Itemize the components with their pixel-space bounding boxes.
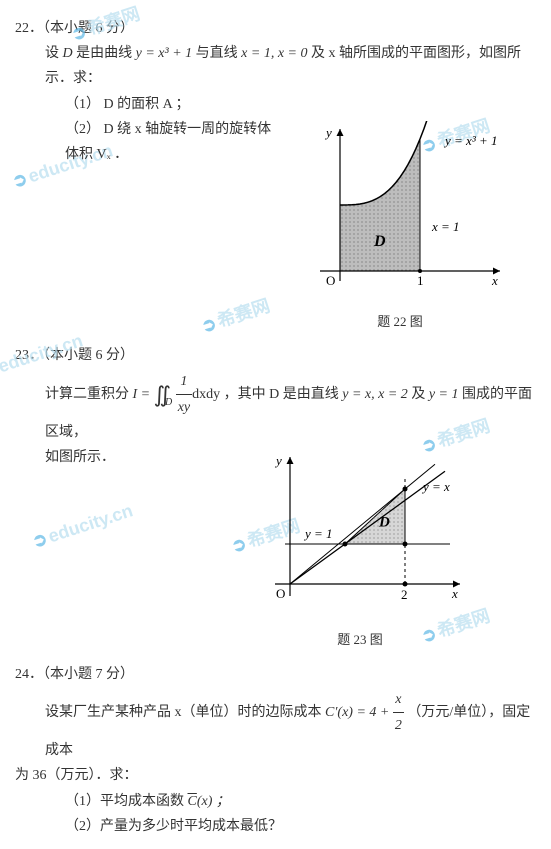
p23-Ilhs: I = — [133, 386, 151, 401]
problem-23-header: 23．（本小题 6 分） — [15, 343, 536, 368]
problem-24-body: 设某厂生产某种产品 x（单位）时的边际成本 C′(x) = 4 + x2 （万元… — [15, 687, 536, 764]
p24-points: （本小题 7 分） — [43, 667, 134, 682]
integral-region: D — [165, 397, 172, 408]
p24-sp: 设某厂生产某种产品 x（单位）时的边际成本 — [45, 705, 325, 720]
p24-stem: 设某厂生产某种产品 x（单位）时的边际成本 C′(x) = 4 + x2 （万元… — [45, 687, 536, 764]
problem-24-header: 24．（本小题 7 分） — [15, 662, 536, 687]
svg-text:y: y — [274, 453, 282, 468]
p23-integrand: 1xy — [176, 369, 192, 420]
cbar-icon: C — [188, 794, 197, 809]
p22-stem: 设 D 是由曲线 y = x³ + 1 与直线 x = 1, x = 0 及 x… — [45, 41, 536, 91]
p23-tail: 如图所示． — [45, 445, 125, 656]
p22-q1: （1） D 的面积 A ； — [45, 92, 536, 117]
p22-points: （本小题 6 分） — [43, 21, 134, 36]
figure-23: O 2 x y y = 1 y = x D 题 23 图 — [245, 449, 475, 652]
p24-fd: 2 — [393, 712, 404, 738]
svg-text:1: 1 — [417, 273, 424, 288]
problem-22-header: 22．（本小题 6 分） — [15, 16, 536, 41]
svg-text:2: 2 — [401, 587, 408, 602]
figure-22: 1 Ox y y = x³ + 1 x = 1 D 题 22 图 — [285, 121, 515, 334]
svg-text:y = 1: y = 1 — [303, 526, 333, 541]
p23-num: 1 — [176, 369, 192, 394]
svg-text:y = x: y = x — [421, 479, 450, 494]
svg-text:x: x — [491, 273, 498, 288]
p22-curve: y = x³ + 1 — [136, 46, 193, 61]
fig22-caption: 题 22 图 — [285, 310, 515, 333]
p23-dxdy: dxdy — [192, 386, 220, 401]
p23-lines: y = x, x = 2 — [342, 386, 408, 401]
p22-stem-m1: 是由曲线 — [73, 46, 136, 61]
p24-line2: 为 36（万元）．求： — [15, 763, 536, 788]
p24-number: 24． — [15, 667, 43, 682]
p24-q1-pre: （1）平均成本函数 — [65, 794, 188, 809]
p23-number: 23． — [15, 348, 43, 363]
problem-24-subs: （1）平均成本函数 C(x) ； （2）产量为多少时平均成本最低？ — [15, 789, 536, 839]
fig23-caption: 题 23 图 — [245, 628, 475, 651]
p22-line1: x = 1, x = 0 — [241, 46, 307, 61]
p23-points: （本小题 6 分） — [43, 348, 134, 363]
p22-D: D — [63, 46, 73, 61]
p22-stem-m2: 与直线 — [192, 46, 241, 61]
svg-text:D: D — [378, 515, 390, 531]
p23-stem: 计算二重积分 I = ∬D 1xydxdy ，其中 D 是由直线 y = x, … — [45, 369, 536, 446]
p23-sm2: 及 — [408, 386, 429, 401]
svg-text:D: D — [373, 233, 386, 250]
svg-text:x = 1: x = 1 — [431, 219, 460, 234]
p23-sp: 计算二重积分 — [45, 386, 133, 401]
p24-fn: x — [393, 687, 404, 712]
svg-text:x: x — [451, 586, 458, 601]
p24-q1-post: (x) ； — [197, 794, 230, 809]
svg-text:O: O — [276, 586, 285, 601]
p23-den: xy — [176, 394, 192, 420]
p24-cprime: C′(x) = 4 + — [325, 705, 389, 720]
p24-q1: （1）平均成本函数 C(x) ； — [45, 789, 536, 814]
p22-number: 22． — [15, 21, 43, 36]
p23-line3: y = 1 — [429, 386, 459, 401]
problem-22-body: 设 D 是由曲线 y = x³ + 1 与直线 x = 1, x = 0 及 x… — [15, 41, 536, 337]
svg-text:O: O — [326, 273, 335, 288]
p22-q2: （2） D 绕 x 轴旋转一周的旋转体体积 Vₓ ． — [45, 117, 285, 338]
svg-text:y: y — [324, 125, 332, 140]
svg-text:y = x³ + 1: y = x³ + 1 — [443, 133, 497, 148]
p24-frac: x2 — [393, 687, 404, 738]
p22-stem-pre: 设 — [45, 46, 63, 61]
p23-sm: ，其中 D 是由直线 — [224, 386, 343, 401]
problem-23-body: 计算二重积分 I = ∬D 1xydxdy ，其中 D 是由直线 y = x, … — [15, 369, 536, 656]
fig23-svg: O 2 x y y = 1 y = x D — [245, 449, 475, 619]
fig22-svg: 1 Ox y y = x³ + 1 x = 1 D — [285, 121, 515, 301]
p24-q2: （2）产量为多少时平均成本最低？ — [45, 814, 536, 839]
